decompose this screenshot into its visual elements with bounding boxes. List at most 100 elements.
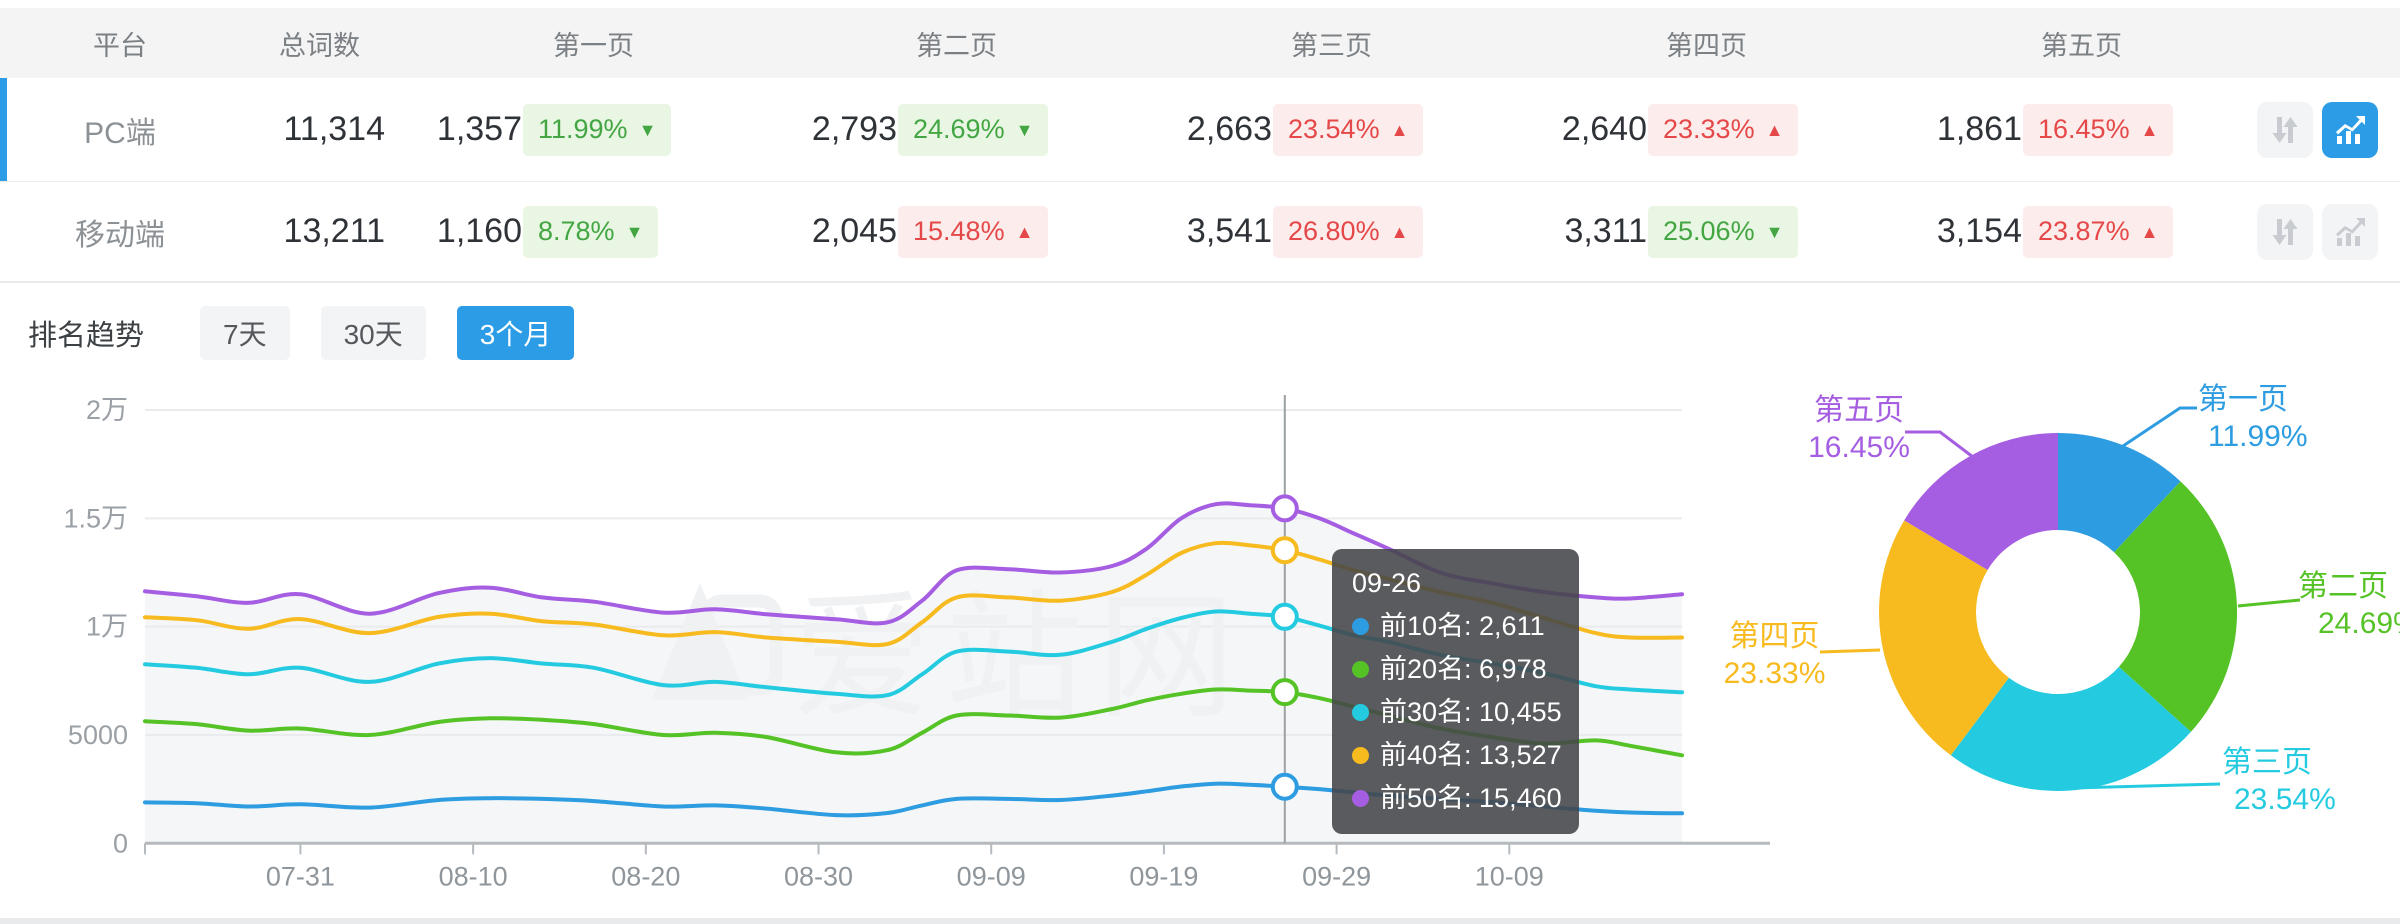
range-tab-group: 7天 30天 3个月 <box>200 306 605 360</box>
donut-slice-第四页[interactable] <box>1879 520 2009 756</box>
page-count-value: 1,160 <box>436 212 522 250</box>
highlight-marker-前10名 <box>1270 772 1299 801</box>
change-badge-cell: 26.80% ▲ <box>1272 205 1460 258</box>
change-badge: 24.69% ▼ <box>898 103 1049 156</box>
donut-slice-第三页[interactable] <box>1950 666 2191 791</box>
page-count-value: 3,311 <box>1564 212 1647 250</box>
column-header: 第五页 <box>2041 30 2122 61</box>
arrow-down-icon: ▼ <box>1015 119 1034 140</box>
change-badge: 8.78% ▼ <box>523 205 659 258</box>
trend-section-title: 排名趋势 <box>28 320 145 352</box>
donut-leader-line <box>2119 406 2197 450</box>
sort-button[interactable] <box>2257 203 2313 260</box>
svg-text:爱站网: 爱站网 <box>793 581 1249 735</box>
x-axis-label: 08-10 <box>439 861 508 891</box>
column-header: 平台 <box>93 30 147 61</box>
up-down-arrows-icon <box>2272 116 2298 143</box>
x-axis-label: 09-09 <box>957 861 1026 891</box>
total-words-value: 11,314 <box>283 110 385 148</box>
rank-trend-line-chart[interactable]: 爱站网 07-31 08-10 08-20 08-30 09-09 09-19 09-29 10… <box>0 375 1860 924</box>
change-badge-cell: 16.45% ▲ <box>2022 103 2210 156</box>
donut-label-percent: 16.45% <box>1808 431 1910 464</box>
total-words-value: 13,211 <box>283 212 385 250</box>
trend-chart-button[interactable] <box>2322 203 2378 260</box>
change-badge-cell: 11.99% ▼ <box>522 103 710 156</box>
donut-label-page3: 第三页 23.54% <box>2222 744 2336 818</box>
trend-chart-button[interactable] <box>2322 101 2378 158</box>
watermark: 爱站网 <box>652 581 1249 735</box>
table-row-pc[interactable]: PC端 11,314 1,357 11.99% ▼ 2,793 24.69% ▼ 2,663 23… <box>0 78 2400 181</box>
up-down-arrows-icon <box>2272 218 2298 245</box>
range-tab-3个月[interactable]: 3个月 <box>456 306 575 360</box>
range-tab-30天[interactable]: 30天 <box>320 306 426 360</box>
selected-row-accent-bar <box>0 78 7 181</box>
y-axis-label: 5000 <box>68 720 128 750</box>
arrow-up-icon: ▲ <box>1390 221 1409 242</box>
change-badge-cell: 8.78% ▼ <box>522 205 710 258</box>
donut-leader-line <box>2237 598 2301 608</box>
change-badge: 15.48% ▲ <box>898 205 1049 258</box>
donut-slice-第五页[interactable] <box>1904 433 2058 570</box>
page-count-value: 3,154 <box>1936 212 2022 250</box>
donut-label-name: 第三页 <box>2222 746 2312 779</box>
page-count-value: 2,793 <box>811 110 897 148</box>
change-badge: 25.06% ▼ <box>1648 205 1799 258</box>
arrow-down-icon: ▼ <box>1765 221 1784 242</box>
arrow-up-icon: ▲ <box>2140 221 2159 242</box>
platform-label: 移动端 <box>75 218 165 252</box>
x-axis-label: 08-30 <box>784 861 853 891</box>
range-tab-7天[interactable]: 7天 <box>200 306 290 360</box>
table-header: 平台 总词数 第一页 第二页 第三页 第四页 第五页 <box>0 8 2400 78</box>
arrow-down-icon: ▼ <box>638 119 657 140</box>
column-header: 第四页 <box>1666 30 1747 61</box>
page-count-value: 2,640 <box>1561 110 1647 148</box>
y-axis-label: 1万 <box>86 612 128 642</box>
arrow-up-icon: ▲ <box>2140 119 2159 140</box>
row-actions <box>2210 203 2400 260</box>
donut-slice-第一页[interactable] <box>2058 432 2181 553</box>
page-count-value: 1,357 <box>436 110 522 148</box>
bar-line-chart-icon <box>2336 217 2365 246</box>
donut-label-page4: 第四页 23.33% <box>1712 618 1837 692</box>
page-count-value: 2,045 <box>811 212 897 250</box>
x-axis-label: 07-31 <box>266 861 335 891</box>
donut-leader-line <box>1905 430 1974 459</box>
donut-label-percent: 23.54% <box>2234 783 2336 816</box>
highlight-marker-前20名 <box>1270 678 1299 707</box>
change-badge-cell: 24.69% ▼ <box>897 103 1085 156</box>
donut-label-percent: 24.69% <box>2318 607 2400 640</box>
y-axis-label: 1.5万 <box>63 503 128 533</box>
highlight-marker-前50名 <box>1270 494 1299 523</box>
x-axis-label: 09-29 <box>1302 861 1371 891</box>
donut-label-name: 第四页 <box>1729 620 1820 653</box>
donut-label-page2: 第二页 24.69% <box>2298 568 2400 642</box>
x-axis-label: 09-19 <box>1129 861 1198 891</box>
arrow-up-icon: ▲ <box>1390 119 1409 140</box>
change-badge: 16.45% ▲ <box>2023 103 2174 156</box>
page-distribution-donut-chart[interactable] <box>1700 380 2400 924</box>
donut-label-page1: 第一页 11.99% <box>2198 381 2308 455</box>
donut-slice-第二页[interactable] <box>2114 481 2238 732</box>
change-badge: 11.99% ▼ <box>523 103 672 156</box>
change-badge-cell: 23.33% ▲ <box>1647 103 1835 156</box>
page-count-value: 1,861 <box>1936 110 2022 148</box>
x-axis-label: 08-20 <box>611 861 680 891</box>
column-header: 第三页 <box>1291 30 1372 61</box>
column-header: 总词数 <box>279 30 360 61</box>
donut-label-percent: 23.33% <box>1723 657 1826 690</box>
donut-label-percent: 11.99% <box>2208 420 2308 453</box>
change-badge-cell: 23.87% ▲ <box>2022 205 2210 258</box>
change-badge-cell: 15.48% ▲ <box>897 205 1085 258</box>
column-header: 第一页 <box>553 30 634 61</box>
donut-label-name: 第五页 <box>1814 394 1904 427</box>
x-axis-label: 10-09 <box>1475 861 1544 891</box>
change-badge-cell: 25.06% ▼ <box>1647 205 1835 258</box>
arrow-up-icon: ▲ <box>1765 119 1784 140</box>
sort-button[interactable] <box>2257 101 2313 158</box>
platform-table: PC端 11,314 1,357 11.99% ▼ 2,793 24.69% ▼ 2,663 23… <box>0 78 2400 283</box>
donut-leader-line <box>2072 782 2221 790</box>
y-axis-label: 2万 <box>86 395 128 425</box>
platform-label: PC端 <box>84 116 156 150</box>
table-row-mobile[interactable]: 移动端 13,211 1,160 8.78% ▼ 2,045 15.48% ▲ 3,541 26.… <box>0 181 2400 281</box>
